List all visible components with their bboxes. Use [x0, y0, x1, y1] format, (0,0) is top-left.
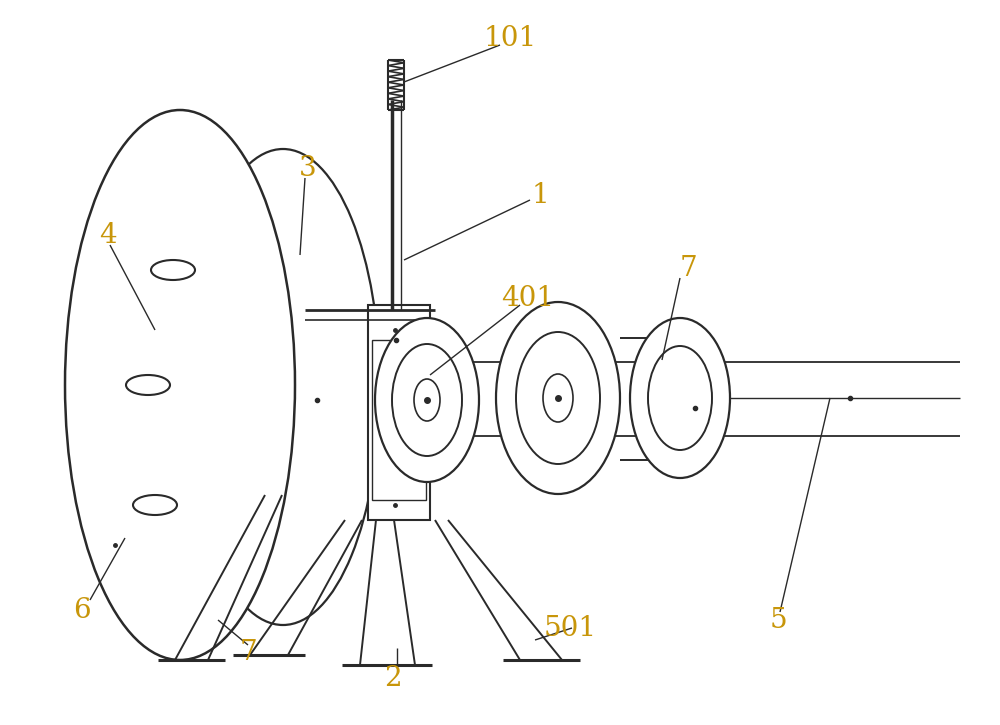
Ellipse shape	[375, 318, 479, 482]
Text: 4: 4	[99, 222, 117, 249]
Ellipse shape	[126, 375, 170, 395]
Text: 6: 6	[73, 597, 91, 624]
Ellipse shape	[543, 374, 573, 422]
Ellipse shape	[630, 318, 730, 478]
Text: 401: 401	[501, 284, 555, 312]
Ellipse shape	[516, 332, 600, 464]
Text: 1: 1	[531, 181, 549, 209]
Bar	[368, 305, 430, 520]
Ellipse shape	[133, 495, 177, 515]
Text: 2: 2	[384, 665, 402, 692]
Text: 3: 3	[299, 154, 317, 181]
Bar	[372, 340, 426, 500]
Text: 7: 7	[239, 639, 257, 666]
Ellipse shape	[65, 110, 295, 660]
Ellipse shape	[151, 260, 195, 280]
Text: 101: 101	[483, 25, 537, 51]
Ellipse shape	[186, 149, 380, 625]
Text: 501: 501	[543, 615, 597, 642]
Ellipse shape	[392, 344, 462, 456]
Ellipse shape	[496, 302, 620, 494]
Text: 7: 7	[679, 254, 697, 281]
Text: 5: 5	[769, 607, 787, 634]
Ellipse shape	[648, 346, 712, 450]
Ellipse shape	[414, 379, 440, 421]
